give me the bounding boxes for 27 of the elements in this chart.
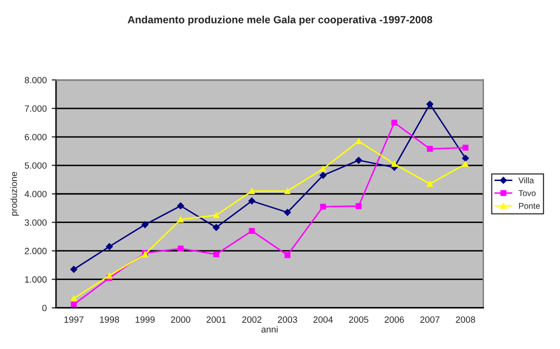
legend-label: Villa [518, 177, 534, 184]
y-tick-label: 7.000 [24, 105, 47, 112]
legend-label: Ponte [519, 203, 540, 209]
x-tick-label: 1999 [136, 316, 155, 323]
y-tick-label: 8.000 [24, 76, 47, 84]
x-tick-label: 2002 [242, 316, 262, 323]
y-tick-label: 1.000 [25, 276, 47, 283]
chart-title: Andamento produzione mele Gala per cooperativa -1997-2008 [128, 16, 432, 26]
x-tick-label: 2008 [456, 316, 476, 323]
x-tick-label: 2001 [206, 316, 226, 323]
y-tick-label: 2.000 [24, 248, 47, 254]
x-tick-label: 2005 [349, 316, 368, 323]
y-tick-label: 0 [42, 304, 47, 312]
x-tick-label: 2000 [171, 316, 190, 323]
y-tick-label: 6.000 [24, 134, 47, 140]
x-tick-label: 1997 [64, 316, 84, 323]
y-axis-title: produzione [10, 172, 19, 216]
x-axis-title: anni [261, 326, 278, 333]
y-tick-label: 4.000 [24, 190, 47, 198]
x-tick-label: 2007 [420, 316, 440, 323]
x-tick-label: 1998 [100, 316, 120, 323]
x-tick-label: 2003 [278, 316, 298, 323]
y-tick-label: 3.000 [24, 219, 47, 226]
x-tick-label: 2006 [384, 316, 404, 323]
y-tick-label: 5.000 [24, 162, 47, 169]
x-tick-label: 2004 [313, 316, 333, 323]
legend-label: Tovo [518, 190, 536, 196]
